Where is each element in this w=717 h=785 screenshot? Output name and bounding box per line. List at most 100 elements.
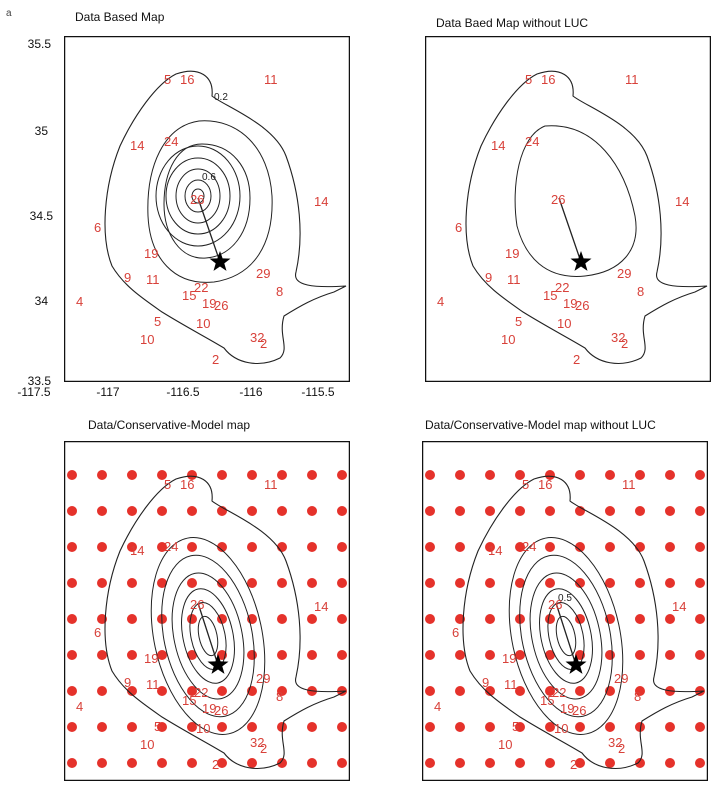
contour-label: 0.5 bbox=[558, 593, 572, 604]
station-label: 5 bbox=[525, 72, 532, 87]
grid-dot bbox=[455, 578, 465, 588]
station-label: 11 bbox=[264, 72, 278, 87]
grid-dot bbox=[217, 722, 227, 732]
grid-dot bbox=[337, 578, 347, 588]
station-label: 15 bbox=[182, 288, 196, 303]
grid-dot bbox=[247, 470, 257, 480]
grid-dot bbox=[635, 650, 645, 660]
y-tick-label: 34 bbox=[34, 294, 48, 308]
station-label: 15 bbox=[182, 693, 196, 708]
station-label: 26 bbox=[548, 597, 562, 612]
grid-dot bbox=[337, 542, 347, 552]
station-label: 26 bbox=[575, 298, 589, 313]
station-label: 4 bbox=[76, 699, 83, 714]
station-label: 11 bbox=[507, 272, 521, 287]
panel-title-without-luc: Data Baed Map without LUC bbox=[436, 16, 589, 30]
station-label: 16 bbox=[538, 477, 552, 492]
contour-line bbox=[508, 537, 624, 735]
grid-dot bbox=[575, 542, 585, 552]
grid-dot bbox=[307, 758, 317, 768]
panel-title-conservative-model-map-without-luc: Data/Conservative-Model map without LUC bbox=[425, 418, 656, 432]
map-frame bbox=[425, 36, 711, 382]
grid-dot bbox=[127, 542, 137, 552]
grid-dot bbox=[337, 506, 347, 516]
grid-dot bbox=[157, 542, 167, 552]
epicenter-star-icon bbox=[570, 251, 592, 271]
station-label: 8 bbox=[276, 689, 283, 704]
station-label: 5 bbox=[515, 314, 522, 329]
grid-dot bbox=[455, 542, 465, 552]
x-tick-label: -117.5 bbox=[17, 385, 51, 399]
station-label: 24 bbox=[164, 539, 178, 554]
station-label: 5 bbox=[164, 477, 171, 492]
grid-dot bbox=[665, 614, 675, 624]
epicenter-star-icon bbox=[209, 251, 231, 271]
contour-label: 0.2 bbox=[214, 92, 228, 103]
grid-dot bbox=[337, 470, 347, 480]
region-boundary bbox=[465, 70, 708, 364]
grid-dot bbox=[307, 542, 317, 552]
station-label: 6 bbox=[455, 220, 462, 235]
grid-dot bbox=[635, 722, 645, 732]
station-label: 8 bbox=[634, 689, 641, 704]
grid-dot bbox=[545, 578, 555, 588]
grid-dot bbox=[187, 686, 197, 696]
station-label: 11 bbox=[146, 272, 160, 287]
grid-dot bbox=[545, 650, 555, 660]
grid-dot bbox=[97, 650, 107, 660]
grid-dot bbox=[455, 614, 465, 624]
station-label: 4 bbox=[76, 294, 83, 309]
grid-dot bbox=[425, 722, 435, 732]
station-label: 6 bbox=[94, 625, 101, 640]
grid-dot bbox=[247, 722, 257, 732]
grid-dot bbox=[695, 578, 705, 588]
grid-dot bbox=[515, 722, 525, 732]
station-label: 14 bbox=[672, 599, 686, 614]
station-label: 19 bbox=[202, 701, 216, 716]
grid-dot bbox=[425, 578, 435, 588]
grid-dot bbox=[277, 506, 287, 516]
station-label: 32 bbox=[608, 735, 622, 750]
grid-dot bbox=[157, 578, 167, 588]
station-label: 24 bbox=[164, 134, 178, 149]
grid-dot bbox=[515, 686, 525, 696]
grid-dot bbox=[605, 650, 615, 660]
grid-dot bbox=[67, 542, 77, 552]
station-label: 10 bbox=[196, 721, 210, 736]
station-label: 6 bbox=[94, 220, 101, 235]
grid-dot bbox=[157, 506, 167, 516]
grid-dot bbox=[247, 758, 257, 768]
y-tick-label: 35 bbox=[34, 124, 48, 138]
station-label: 2 bbox=[212, 352, 219, 367]
contour-line bbox=[519, 554, 613, 718]
grid-dot bbox=[455, 722, 465, 732]
grid-dot bbox=[545, 758, 555, 768]
station-label: 22 bbox=[555, 280, 569, 295]
grid-dot bbox=[157, 650, 167, 660]
station-label: 32 bbox=[250, 330, 264, 345]
grid-dot bbox=[217, 470, 227, 480]
station-label: 9 bbox=[124, 270, 131, 285]
station-label: 10 bbox=[557, 316, 571, 331]
contour-line bbox=[161, 554, 255, 718]
grid-dot bbox=[515, 650, 525, 660]
station-label: 26 bbox=[190, 192, 204, 207]
grid-dot bbox=[515, 542, 525, 552]
grid-dot bbox=[485, 650, 495, 660]
station-label: 9 bbox=[482, 675, 489, 690]
grid-dot bbox=[127, 686, 137, 696]
station-label: 16 bbox=[541, 72, 555, 87]
grid-dot bbox=[127, 758, 137, 768]
station-label: 5 bbox=[522, 477, 529, 492]
grid-dot bbox=[515, 470, 525, 480]
grid-dot bbox=[425, 542, 435, 552]
grid-dot bbox=[515, 578, 525, 588]
station-label: 11 bbox=[504, 677, 518, 692]
grid-dot bbox=[605, 758, 615, 768]
contour-line bbox=[514, 125, 637, 277]
grid-dot bbox=[187, 650, 197, 660]
station-label: 2 bbox=[570, 757, 577, 772]
station-label: 9 bbox=[485, 270, 492, 285]
station-label: 5 bbox=[154, 719, 161, 734]
